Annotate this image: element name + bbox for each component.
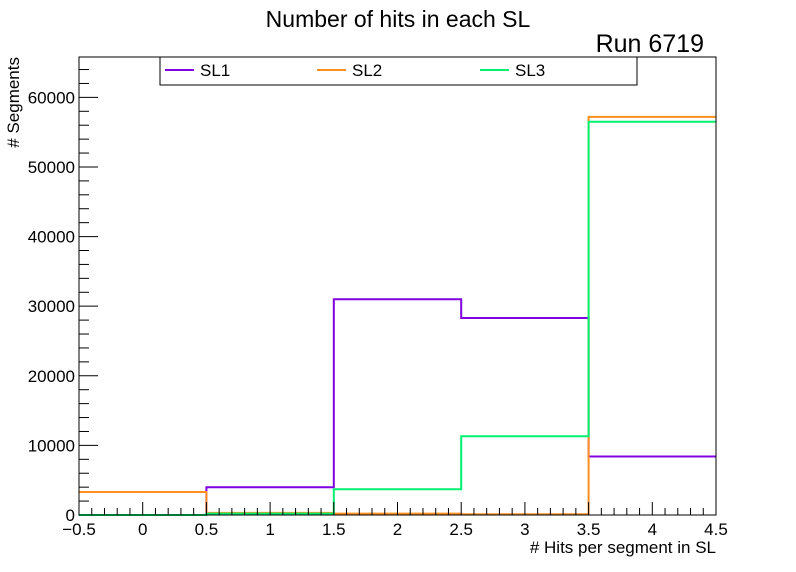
x-tick-label: −0.5 bbox=[62, 520, 96, 539]
x-tick-label: 4 bbox=[648, 520, 657, 539]
y-tick-label: 50000 bbox=[28, 158, 75, 177]
y-tick-label: 0 bbox=[66, 506, 75, 525]
x-tick-label: 3 bbox=[520, 520, 529, 539]
x-tick-label: 2.5 bbox=[449, 520, 473, 539]
legend-label-sl3: SL3 bbox=[515, 61, 545, 80]
y-tick-label: 60000 bbox=[28, 88, 75, 107]
x-tick-label: 3.5 bbox=[577, 520, 601, 539]
x-axis-label: # Hits per segment in SL bbox=[530, 538, 716, 557]
x-tick-label: 1 bbox=[265, 520, 274, 539]
x-tick-label: 0.5 bbox=[195, 520, 219, 539]
legend-box bbox=[159, 56, 638, 86]
x-tick-label: 2 bbox=[393, 520, 402, 539]
run-label: Run 6719 bbox=[595, 30, 704, 58]
chart-title: Number of hits in each SL bbox=[265, 6, 531, 32]
series-layer bbox=[79, 115, 716, 516]
axes-layer: −0.5 0 0.5 1 1.5 2 2.5 3 3.5 4 4.50100002000030000… bbox=[4, 56, 728, 557]
y-tick-label: 40000 bbox=[28, 228, 75, 247]
legend-label-sl1: SL1 bbox=[200, 61, 230, 80]
x-tick-label: 4.5 bbox=[704, 520, 728, 539]
series-sl2-line bbox=[79, 115, 716, 516]
x-tick-label: 0 bbox=[138, 520, 147, 539]
series-sl1-line bbox=[79, 298, 716, 516]
x-tick-label: 1.5 bbox=[322, 520, 346, 539]
y-axis-label: # Segments bbox=[4, 57, 23, 148]
y-tick-label: 30000 bbox=[28, 297, 75, 316]
legend: SL1 SL2 SL3 bbox=[159, 56, 638, 86]
y-tick-label: 10000 bbox=[28, 436, 75, 455]
legend-label-sl2: SL2 bbox=[352, 61, 382, 80]
y-tick-label: 20000 bbox=[28, 367, 75, 386]
plot-frame bbox=[78, 56, 717, 516]
